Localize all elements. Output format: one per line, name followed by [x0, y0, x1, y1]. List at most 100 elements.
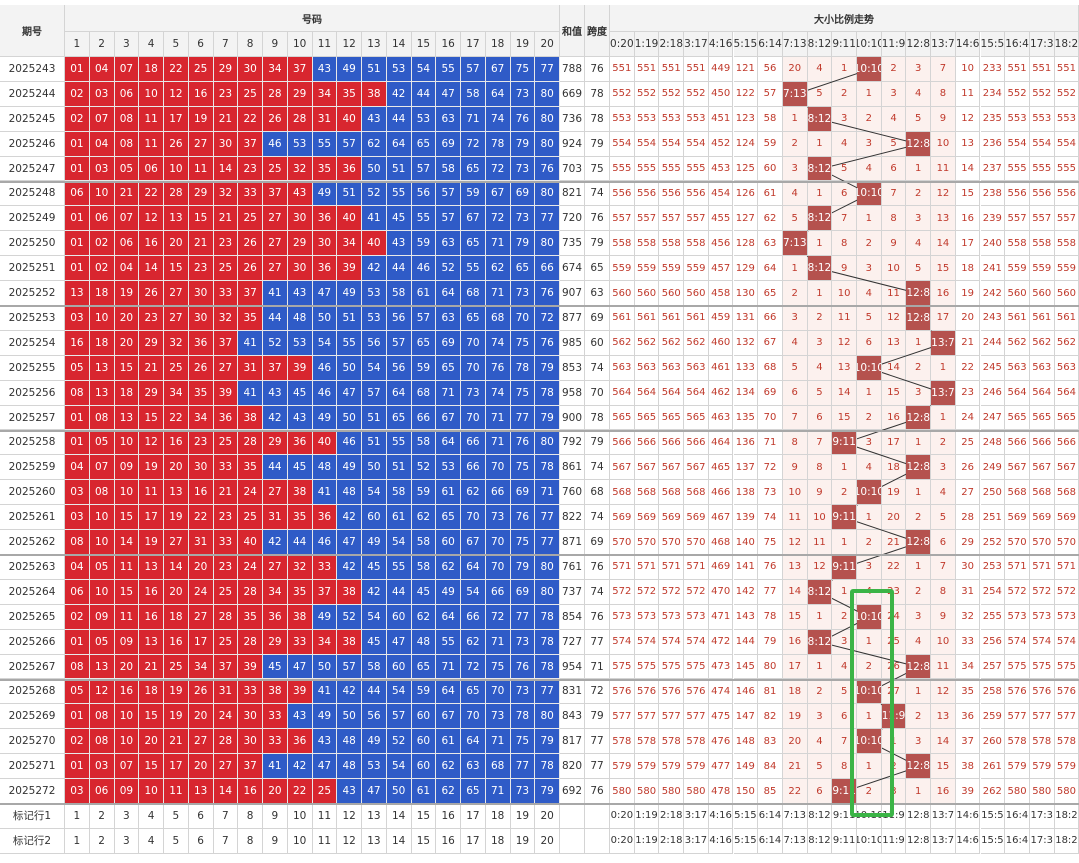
miss-count: 561	[684, 306, 709, 331]
number-column-label: 2	[89, 32, 115, 57]
miss-count: 561	[1054, 306, 1079, 331]
drawn-number: 23	[213, 505, 239, 531]
drawn-number: 39	[213, 380, 239, 406]
drawn-number: 45	[287, 455, 313, 481]
miss-count: 573	[684, 604, 709, 630]
number-column-label: 19	[510, 32, 536, 57]
miss-count: 79	[758, 629, 783, 655]
marker-number: 16	[436, 804, 461, 829]
drawn-number: 54	[386, 754, 412, 780]
drawn-number: 10	[164, 156, 189, 182]
miss-count: 64	[758, 256, 783, 282]
drawn-number: 41	[238, 330, 263, 356]
drawn-number: 53	[411, 106, 437, 132]
drawn-number: 34	[188, 654, 214, 680]
drawn-number: 31	[213, 679, 239, 705]
miss-count: 8	[931, 579, 956, 605]
drawn-number: 34	[312, 629, 338, 655]
drawn-number: 72	[461, 131, 486, 157]
miss-count: 71	[758, 430, 783, 456]
miss-count: 258	[980, 679, 1006, 705]
miss-count: 39	[955, 779, 981, 804]
drawn-number: 13	[89, 355, 115, 381]
marker-number: 9	[263, 828, 288, 854]
miss-count: 28	[955, 505, 981, 531]
drawn-number: 39	[287, 679, 313, 705]
drawn-number: 49	[312, 181, 338, 207]
drawn-number: 43	[337, 779, 362, 804]
marker-number: 7	[213, 828, 239, 854]
miss-count: 121	[733, 57, 759, 82]
miss-count: 61	[758, 181, 783, 207]
drawn-number: 20	[114, 330, 140, 356]
drawn-number: 67	[485, 57, 511, 82]
drawn-number: 26	[238, 231, 263, 257]
miss-count: 239	[980, 206, 1006, 232]
drawn-number: 75	[510, 729, 536, 755]
drawn-number: 50	[337, 405, 362, 431]
drawn-number: 57	[386, 330, 412, 356]
miss-count: 14	[782, 579, 808, 605]
drawn-number: 58	[411, 555, 437, 580]
drawn-number: 06	[89, 206, 115, 232]
miss-count: 556	[1005, 181, 1030, 207]
miss-count: 60	[758, 156, 783, 182]
drawn-number: 23	[188, 256, 214, 282]
marker-blank	[585, 804, 610, 829]
drawn-number: 55	[337, 330, 362, 356]
span-value: 74	[585, 579, 610, 605]
drawn-number: 60	[411, 729, 437, 755]
miss-count: 22	[782, 779, 808, 804]
miss-count: 556	[1054, 181, 1079, 207]
drawn-number: 47	[436, 81, 461, 107]
ratio-column-label: 7:13	[782, 32, 808, 57]
drawn-number: 54	[386, 679, 412, 705]
miss-count: 563	[659, 355, 685, 381]
miss-count: 137	[733, 455, 759, 481]
period: 2025271	[0, 754, 65, 780]
span-value: 79	[585, 231, 610, 257]
drawn-number: 45	[287, 380, 313, 406]
number-column-label: 1	[65, 32, 90, 57]
miss-count: 560	[1005, 281, 1030, 306]
sum-value: 900	[560, 405, 585, 431]
sum-value: 822	[560, 505, 585, 531]
miss-count: 564	[1054, 380, 1079, 406]
period: 2025268	[0, 679, 65, 705]
miss-count: 145	[733, 654, 759, 680]
drawn-number: 72	[485, 604, 511, 630]
drawn-number: 56	[386, 355, 412, 381]
miss-count: 7	[881, 181, 907, 207]
drawn-number: 35	[312, 156, 338, 182]
miss-count: 576	[659, 679, 685, 705]
drawn-number: 20	[114, 654, 140, 680]
drawn-number: 06	[114, 231, 140, 257]
marker-number: 19	[510, 804, 536, 829]
drawn-number: 74	[485, 330, 511, 356]
drawn-number: 19	[164, 505, 189, 531]
drawn-number: 43	[287, 281, 313, 306]
miss-count: 565	[634, 405, 660, 431]
period: 2025272	[0, 779, 65, 804]
sum-value: 703	[560, 156, 585, 182]
miss-count: 553	[634, 106, 660, 132]
drawn-number: 13	[89, 380, 115, 406]
miss-count: 555	[1054, 156, 1079, 182]
miss-count: 3	[782, 156, 808, 182]
miss-count: 4	[931, 480, 956, 506]
drawn-number: 23	[213, 231, 239, 257]
miss-count: 559	[684, 256, 709, 282]
drawn-number: 71	[485, 281, 511, 306]
drawn-number: 23	[213, 555, 239, 580]
drawn-number: 73	[510, 206, 536, 232]
miss-count: 562	[1054, 330, 1079, 356]
miss-count: 12	[881, 306, 907, 331]
drawn-number: 14	[164, 555, 189, 580]
span-value: 76	[585, 57, 610, 82]
drawn-number: 79	[510, 231, 536, 257]
miss-count: 577	[610, 704, 635, 730]
miss-count: 3	[906, 57, 932, 82]
drawn-number: 44	[386, 106, 412, 132]
drawn-number: 60	[411, 704, 437, 730]
